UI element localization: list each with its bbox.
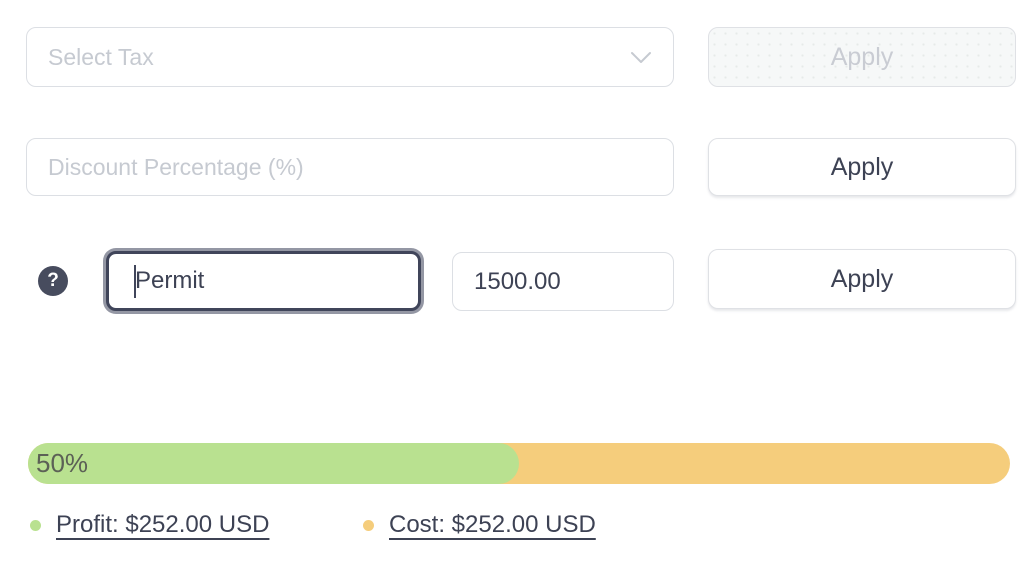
fee-apply-button[interactable]: Apply	[708, 249, 1016, 309]
progress-percent-label: 50%	[36, 448, 89, 478]
text-cursor	[134, 265, 136, 298]
legend-profit-label[interactable]: Profit: $252.00 USD	[56, 511, 270, 538]
progress-track: 50%	[28, 443, 1010, 484]
discount-percentage-input[interactable]	[26, 138, 674, 196]
progress-fill: 50%	[28, 443, 519, 484]
chevron-down-icon	[630, 51, 652, 64]
legend-cost-label[interactable]: Cost: $252.00 USD	[389, 511, 596, 538]
question-mark-glyph: ?	[47, 270, 59, 291]
legend-cost: Cost: $252.00 USD	[363, 511, 596, 539]
discount-apply-button[interactable]: Apply	[708, 138, 1016, 196]
fee-name-input[interactable]	[106, 251, 421, 311]
tax-select-placeholder: Select Tax	[48, 43, 154, 70]
tax-apply-button[interactable]: Apply	[708, 27, 1016, 87]
tax-select[interactable]: Select Tax	[26, 27, 674, 87]
profit-dot-icon	[30, 519, 41, 531]
help-icon[interactable]: ?	[38, 266, 68, 296]
cost-dot-icon	[363, 519, 374, 531]
fee-amount-input[interactable]	[452, 252, 674, 311]
legend-profit: Profit: $252.00 USD	[30, 511, 269, 539]
